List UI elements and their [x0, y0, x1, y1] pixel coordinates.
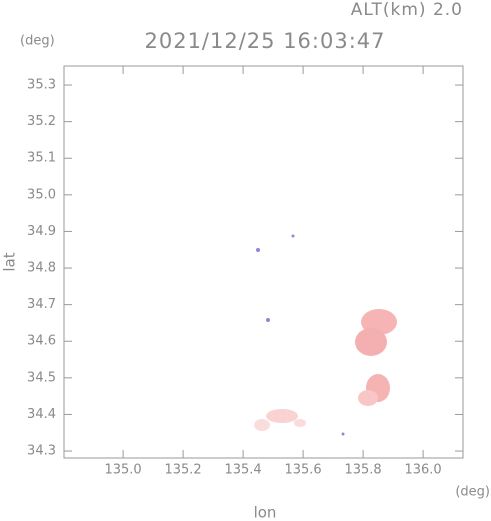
x-tick-label: 135.4: [224, 463, 261, 478]
y-tick-label: 34.3: [27, 444, 56, 459]
x-label: lon: [254, 504, 277, 521]
y-unit: (deg): [20, 34, 55, 49]
y-tick-label: 35.0: [27, 187, 56, 202]
plot-frame: [63, 65, 464, 459]
y-tick-label: 34.5: [27, 370, 56, 385]
y-tick-label: 34.6: [27, 334, 56, 349]
y-tick-label: 34.9: [27, 224, 56, 239]
x-tick-label: 135.8: [344, 463, 381, 478]
x-tick-label: 135.2: [164, 463, 201, 478]
x-tick-label: 136.0: [404, 463, 441, 478]
y-tick-label: 35.2: [27, 114, 56, 129]
echoes: [254, 234, 397, 436]
y-tick-label: 35.3: [27, 78, 56, 93]
altitude: ALT(km) 2.0: [351, 0, 463, 20]
y-tick-label: 35.1: [27, 151, 56, 166]
y-tick-label: 34.8: [27, 261, 56, 276]
y-label: lat: [1, 252, 19, 271]
chart-title: 2021/12/25 16:03:47: [144, 29, 385, 53]
x-tick-label: 135.6: [284, 463, 321, 478]
x-unit: (deg): [455, 485, 490, 500]
y-tick-label: 34.7: [27, 297, 56, 312]
x-tick-label: 135.0: [104, 463, 141, 478]
y-tick-label: 34.4: [27, 407, 56, 422]
